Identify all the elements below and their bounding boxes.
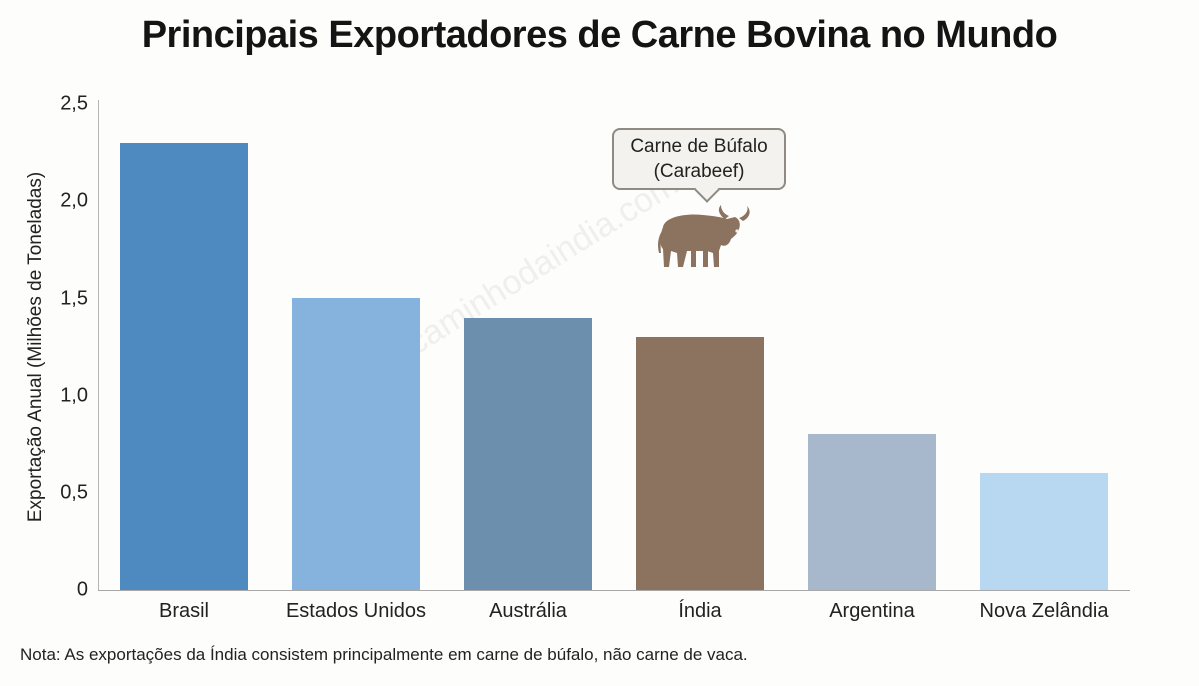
buffalo-icon <box>658 205 750 267</box>
x-category-label: Brasil <box>158 600 209 622</box>
bar-austrália <box>464 317 592 590</box>
y-tick: 2,5 <box>60 92 88 115</box>
y-axis <box>98 100 99 591</box>
bar-argentina <box>808 434 936 590</box>
x-axis <box>98 590 1130 591</box>
x-category-label: Austrália <box>489 600 567 622</box>
carabeef-callout: Carne de Búfalo (Carabeef) <box>612 128 786 190</box>
y-tick: 1,5 <box>60 287 88 310</box>
chart-title: Principais Exportadores de Carne Bovina … <box>141 14 1058 56</box>
x-category-label: Estados Unidos <box>285 600 427 622</box>
y-tick: 1,0 <box>60 384 88 407</box>
footnote: Nota: As exportações da Índia consistem … <box>20 645 748 664</box>
y-tick: 0 <box>76 578 88 601</box>
y-tick: 0,5 <box>60 481 88 504</box>
callout-line-2: (Carabeef) <box>653 161 745 182</box>
bar-índia <box>636 337 764 590</box>
x-category-label: Índia <box>678 600 722 622</box>
x-category-label: Nova Zelândia <box>979 600 1109 622</box>
bar-brasil <box>120 142 248 590</box>
callout-line-1: Carne de Búfalo <box>630 136 768 157</box>
bar-nova-zelândia <box>980 473 1108 590</box>
plot-area <box>98 104 1130 590</box>
y-tick: 2,0 <box>60 189 88 212</box>
y-axis-label: Exportação Anual (Milhões de Toneladas) <box>25 171 46 523</box>
bar-estados-unidos <box>292 298 420 590</box>
x-category-label: Argentina <box>829 600 915 622</box>
